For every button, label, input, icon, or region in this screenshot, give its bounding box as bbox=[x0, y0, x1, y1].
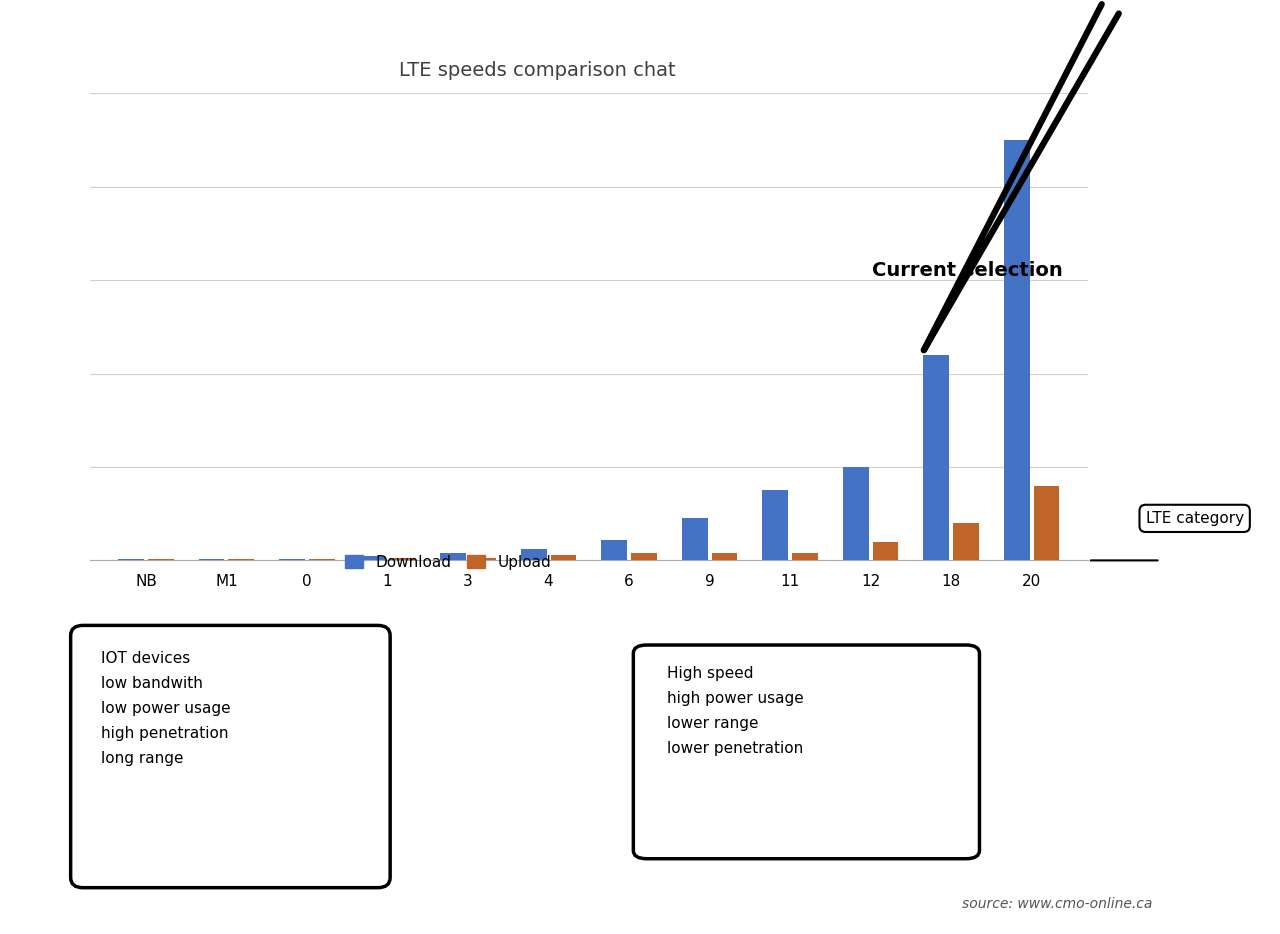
Bar bbox=[440, 553, 466, 560]
Legend: Download, Upload: Download, Upload bbox=[339, 549, 557, 576]
Text: IOT devices
low bandwith
low power usage
high penetration
long range: IOT devices low bandwith low power usage… bbox=[101, 651, 230, 767]
Bar bbox=[602, 540, 627, 560]
Bar bbox=[682, 518, 708, 560]
Bar bbox=[873, 542, 899, 560]
Bar bbox=[550, 555, 576, 560]
Bar bbox=[521, 549, 547, 560]
Bar bbox=[923, 355, 948, 560]
Text: High speed
high power usage
lower range
lower penetration: High speed high power usage lower range … bbox=[667, 666, 804, 757]
Bar bbox=[308, 559, 335, 560]
Bar bbox=[360, 556, 385, 560]
Bar bbox=[712, 553, 737, 560]
Bar bbox=[148, 559, 174, 560]
Text: Current selection: Current selection bbox=[872, 4, 1119, 354]
FancyBboxPatch shape bbox=[70, 626, 390, 887]
Bar bbox=[763, 490, 788, 560]
Bar bbox=[198, 559, 224, 560]
Bar bbox=[631, 553, 657, 560]
FancyBboxPatch shape bbox=[634, 645, 979, 858]
Bar bbox=[954, 523, 979, 560]
Bar bbox=[1004, 140, 1029, 560]
Text: LTE speeds comparison chat: LTE speeds comparison chat bbox=[399, 61, 676, 79]
Bar bbox=[792, 553, 818, 560]
Text: source: www.cmo-online.ca: source: www.cmo-online.ca bbox=[961, 897, 1152, 911]
Bar bbox=[229, 559, 255, 560]
Bar bbox=[842, 467, 869, 560]
Bar bbox=[470, 558, 495, 560]
Text: LTE category: LTE category bbox=[1146, 511, 1244, 526]
Bar bbox=[389, 558, 415, 560]
Bar bbox=[279, 559, 305, 560]
Bar bbox=[118, 559, 143, 560]
Bar bbox=[1034, 486, 1060, 560]
